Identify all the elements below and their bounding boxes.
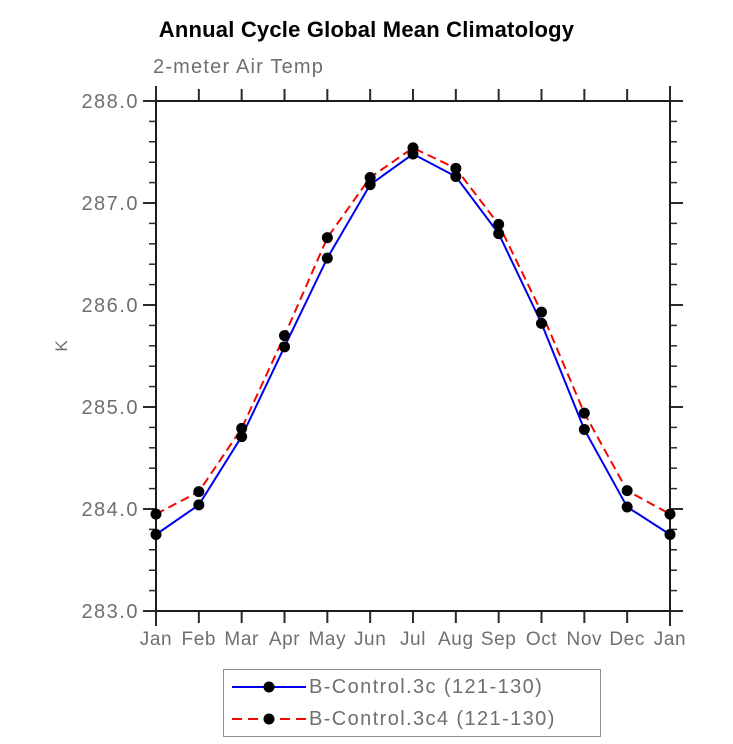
x-tick-label: May bbox=[308, 629, 346, 650]
data-point-marker-1 bbox=[407, 142, 419, 154]
x-tick-label: Jan bbox=[654, 629, 686, 650]
data-point-marker-1 bbox=[321, 232, 333, 244]
series-line-0 bbox=[155, 152, 671, 536]
legend-marker-dot bbox=[263, 681, 275, 693]
data-point-marker-0 bbox=[450, 170, 462, 182]
legend-label: B-Control.3c (121-130) bbox=[309, 675, 544, 698]
axis-frame bbox=[155, 100, 671, 612]
x-tick-label: Jan bbox=[140, 629, 172, 650]
legend-label: B-Control.3c4 (121-130) bbox=[309, 707, 556, 730]
legend-entry-b-control-3c: B-Control.3c (121-130) bbox=[230, 673, 600, 702]
series-line-1 bbox=[155, 146, 671, 515]
x-tick-label: Apr bbox=[269, 629, 300, 650]
legend-marker-dot bbox=[263, 713, 275, 725]
y-tick-label: 285.0 bbox=[81, 397, 139, 419]
chart-subtitle: 2-meter Air Temp bbox=[153, 56, 325, 78]
data-point-marker-1 bbox=[279, 330, 290, 342]
data-point-marker-0 bbox=[193, 499, 205, 511]
y-tick-label: 283.0 bbox=[81, 601, 139, 623]
data-point-marker-1 bbox=[193, 486, 205, 498]
data-point-marker-0 bbox=[578, 423, 590, 435]
legend-line-sample-solid bbox=[232, 681, 306, 693]
y-tick-label: 287.0 bbox=[81, 193, 139, 215]
data-point-marker-1 bbox=[621, 485, 633, 497]
x-tick-label: Nov bbox=[567, 629, 603, 650]
data-point-marker-0 bbox=[621, 501, 633, 513]
data-point-marker-0 bbox=[536, 317, 547, 329]
y-tick-label: 286.0 bbox=[81, 295, 139, 317]
data-point-marker-1 bbox=[236, 422, 248, 434]
chart-title: Annual Cycle Global Mean Climatology bbox=[158, 17, 575, 42]
data-point-marker-0 bbox=[493, 228, 505, 240]
data-point-marker-0 bbox=[150, 529, 162, 540]
data-point-marker-0 bbox=[321, 252, 333, 264]
x-tick-label: Oct bbox=[526, 629, 557, 650]
x-tick-label: Mar bbox=[224, 629, 259, 650]
data-point-marker-0 bbox=[236, 431, 248, 443]
data-point-marker-0 bbox=[279, 341, 290, 353]
legend-box: B-Control.3c (121-130) B-Control.3c4 (12… bbox=[223, 669, 601, 737]
x-tick-label: Aug bbox=[438, 629, 474, 650]
y-tick-label: 288.0 bbox=[81, 91, 139, 113]
data-point-marker-1 bbox=[364, 172, 376, 183]
data-point-marker-1 bbox=[536, 306, 547, 318]
data-point-marker-1 bbox=[664, 508, 676, 520]
x-tick-label: Jun bbox=[354, 629, 386, 650]
legend-entry-b-control-3c4: B-Control.3c4 (121-130) bbox=[230, 705, 600, 734]
x-tick-label: Jul bbox=[400, 629, 426, 650]
y-tick-label: 284.0 bbox=[81, 499, 139, 521]
data-point-marker-1 bbox=[450, 162, 462, 174]
legend-line-sample-dashed bbox=[232, 713, 306, 725]
x-tick-label: Dec bbox=[609, 629, 645, 650]
x-tick-label: Feb bbox=[182, 629, 217, 650]
data-point-marker-1 bbox=[493, 218, 505, 230]
data-point-marker-1 bbox=[150, 508, 162, 520]
data-point-marker-1 bbox=[578, 407, 590, 419]
x-tick-label: Sep bbox=[481, 629, 517, 650]
data-point-marker-0 bbox=[664, 529, 676, 540]
